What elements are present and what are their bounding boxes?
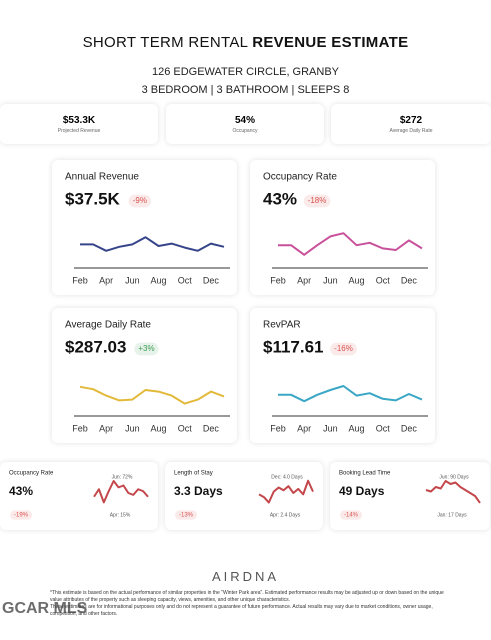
chart-card bbox=[52, 160, 237, 295]
kpi-label: Occupancy bbox=[232, 128, 258, 134]
disclaimer-text: *This estimate is based on the actual pe… bbox=[50, 590, 444, 603]
details: 3 BEDROOM | 3 BATHROOM | SLEEPS 8 bbox=[141, 84, 350, 96]
kpi-card: $272 Average Daily Rate bbox=[331, 104, 491, 144]
disclaimer-text: These estimates are for informational pu… bbox=[50, 604, 433, 617]
address: 126 EDGEWATER CIRCLE, GRANBY bbox=[151, 66, 340, 78]
chart-card bbox=[165, 462, 323, 530]
kpi-value: $272 bbox=[399, 115, 423, 126]
chart-card bbox=[330, 462, 490, 530]
watermark: GCAR MLS bbox=[2, 600, 88, 617]
kpi-value: $53.3K bbox=[62, 115, 96, 126]
kpi-card: 54% Occupancy bbox=[166, 104, 324, 144]
kpi-label: Average Daily Rate bbox=[389, 128, 433, 134]
title: SHORT TERM RENTAL REVENUE ESTIMATE bbox=[0, 34, 491, 51]
chart-card bbox=[250, 308, 435, 443]
kpi-card: $53.3K Projected Revenue bbox=[0, 104, 158, 144]
chart-card bbox=[0, 462, 158, 530]
kpi-value: 54% bbox=[234, 115, 255, 126]
kpi-label: Projected Revenue bbox=[57, 128, 101, 134]
title-light: SHORT TERM RENTAL bbox=[82, 34, 248, 51]
chart-card bbox=[250, 160, 435, 295]
title-bold: REVENUE ESTIMATE bbox=[252, 34, 409, 51]
chart-card bbox=[52, 308, 237, 443]
disclaimer: *This estimate is based on the actual pe… bbox=[50, 590, 450, 618]
logo: AIRDNA bbox=[211, 569, 280, 584]
